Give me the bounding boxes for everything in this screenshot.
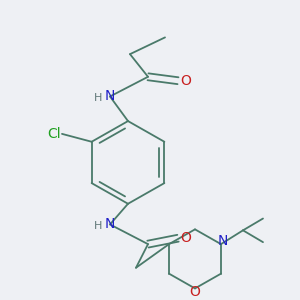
Text: O: O — [181, 74, 191, 88]
Text: N: N — [218, 234, 228, 248]
Text: Cl: Cl — [47, 127, 61, 141]
Text: H: H — [94, 93, 102, 103]
Text: N: N — [105, 218, 115, 231]
Text: N: N — [105, 89, 115, 103]
Text: O: O — [181, 231, 191, 245]
Text: H: H — [94, 221, 102, 231]
Text: O: O — [190, 285, 200, 299]
